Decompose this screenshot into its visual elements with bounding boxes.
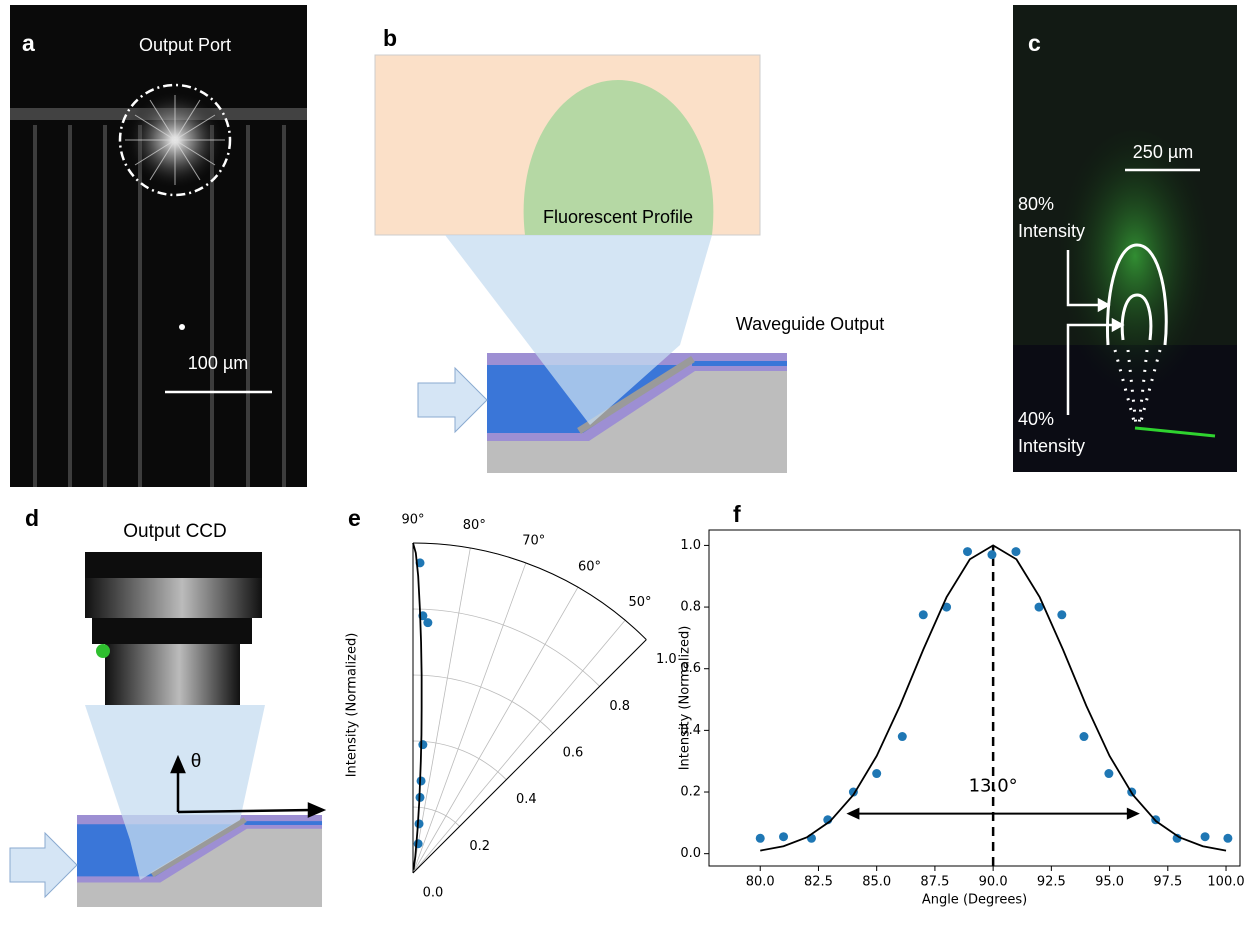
arrow-head xyxy=(1126,807,1140,820)
x-tick-label: 80.0 xyxy=(746,875,775,890)
data-point xyxy=(963,547,973,557)
arrow-head xyxy=(846,807,860,820)
grid-arc xyxy=(412,542,647,640)
port-circle xyxy=(118,83,232,197)
data-point xyxy=(1057,610,1067,620)
data-point xyxy=(418,740,428,750)
contour-label: Intensity xyxy=(1018,436,1085,456)
beam xyxy=(445,235,712,425)
y-tick-label: 0.2 xyxy=(680,785,701,800)
grid-arc xyxy=(412,608,600,687)
data-point xyxy=(897,732,907,742)
polar-edge xyxy=(412,639,647,874)
scale-label: 250 µm xyxy=(1133,142,1193,162)
output-label: Waveguide Output xyxy=(736,314,884,334)
data-point xyxy=(779,832,789,842)
panel-b: b Fluorescent Profile Waveguide Output xyxy=(374,25,884,473)
grid-line xyxy=(412,562,527,874)
data-point xyxy=(414,819,424,829)
data-point xyxy=(1200,832,1210,842)
y-tick-label: 0.6 xyxy=(680,661,701,676)
data-point xyxy=(1172,833,1182,843)
theta-tick-label: 70° xyxy=(522,534,545,549)
y-axis-label: Intensity (Normalized) xyxy=(345,633,360,778)
r-tick-label: 1.0 xyxy=(656,652,677,667)
theta-tick-label: 90° xyxy=(401,512,424,527)
data-point xyxy=(918,610,928,620)
x-tick-label: 85.0 xyxy=(862,875,891,890)
grid-line xyxy=(412,547,471,874)
camera-lens xyxy=(105,640,240,705)
data-point xyxy=(1034,602,1044,612)
panel-d: d Output CCD θ xyxy=(9,505,327,907)
x-tick-label: 90.0 xyxy=(979,875,1008,890)
x-tick-label: 87.5 xyxy=(920,875,949,890)
panel-a: a Output Port 100 µm xyxy=(10,5,307,487)
micrograph xyxy=(10,5,307,487)
beam xyxy=(85,705,265,880)
theta-tick-label: 60° xyxy=(578,560,601,575)
fit-line xyxy=(760,544,1227,852)
input-arrow xyxy=(9,831,78,899)
data-point xyxy=(1104,769,1114,779)
x-tick-label: 95.0 xyxy=(1095,875,1124,890)
width-label: 13.0° xyxy=(969,776,1018,797)
grid-line xyxy=(412,619,626,874)
fluorescent-profile xyxy=(523,80,714,235)
r-tick-label: 0.2 xyxy=(469,839,490,854)
contour-label: 80% xyxy=(1018,194,1054,214)
data-point xyxy=(942,602,952,612)
scale-label: 100 µm xyxy=(188,353,248,373)
data-point xyxy=(423,618,433,628)
theta-tick-label: 80° xyxy=(463,518,486,533)
x-tick-label: 100.0 xyxy=(1207,875,1244,890)
y-tick-label: 0.0 xyxy=(680,846,701,861)
grid-line xyxy=(412,587,579,874)
r-tick-label: 0.6 xyxy=(563,745,584,760)
panel-label: f xyxy=(733,501,741,527)
data-point xyxy=(755,833,765,843)
fit-line xyxy=(412,542,423,870)
grid-arc xyxy=(412,740,507,780)
theta-tick-label: 50° xyxy=(628,595,651,610)
plot-frame xyxy=(708,529,1241,867)
contour-label: Intensity xyxy=(1018,221,1085,241)
y-tick-label: 1.0 xyxy=(680,538,701,553)
grid-arc xyxy=(412,806,460,827)
data-point xyxy=(987,550,997,560)
y-tick-label: 0.4 xyxy=(680,723,701,738)
input-arrow xyxy=(417,366,488,434)
x-tick-label: 92.5 xyxy=(1037,875,1066,890)
y-axis-label: Intensity (Normalized) xyxy=(678,626,693,771)
data-point xyxy=(413,839,423,849)
panel-label: c xyxy=(1028,30,1041,56)
contour-label: 40% xyxy=(1018,409,1054,429)
data-point xyxy=(1079,732,1089,742)
camera-label: Output CCD xyxy=(123,521,226,542)
x-tick-label: 82.5 xyxy=(804,875,833,890)
data-point xyxy=(1011,547,1021,557)
data-point xyxy=(872,769,882,779)
panel-c: c 250 µm 80% Intensity 40% Intensity xyxy=(1013,5,1237,472)
panel-label: e xyxy=(348,505,361,531)
y-tick-label: 0.8 xyxy=(680,600,701,615)
angle-label: θ xyxy=(191,751,202,772)
grid-arc xyxy=(412,674,554,734)
port-label: Output Port xyxy=(139,35,231,55)
r-tick-label: 0.0 xyxy=(423,886,444,901)
r-tick-label: 0.8 xyxy=(609,699,630,714)
profile-label: Fluorescent Profile xyxy=(543,207,693,227)
x-axis-label: Angle (Degrees) xyxy=(922,893,1027,908)
x-tick-label: 97.5 xyxy=(1153,875,1182,890)
polar-frame xyxy=(412,542,647,641)
data-point xyxy=(416,776,426,786)
panel-label: d xyxy=(25,505,39,531)
data-point xyxy=(1223,833,1233,843)
panel-label: a xyxy=(22,30,35,56)
panel-label: b xyxy=(383,25,397,51)
r-tick-label: 0.4 xyxy=(516,792,537,807)
